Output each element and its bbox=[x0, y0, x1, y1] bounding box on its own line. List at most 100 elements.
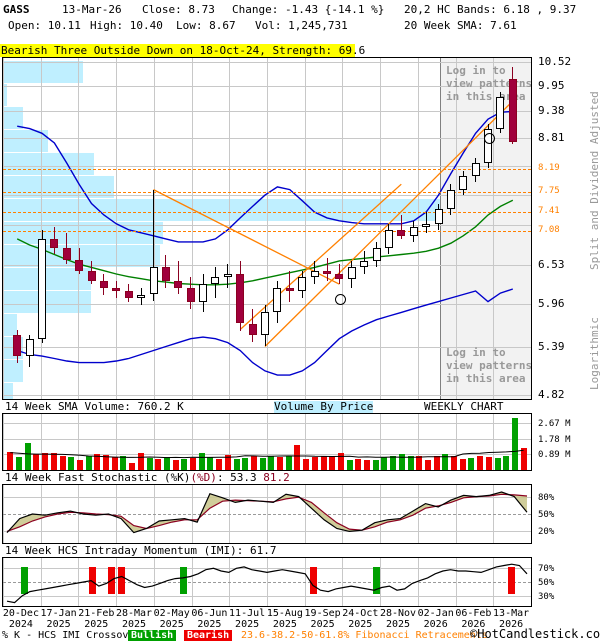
candle-body bbox=[335, 274, 344, 280]
volume-caption: 14 Week SMA Volume: 760.2 K bbox=[5, 400, 184, 413]
price-chart-panel[interactable]: Log in to view patterns in this areaLog … bbox=[2, 57, 532, 400]
stochastic-chart-panel[interactable] bbox=[2, 484, 532, 544]
grid-line-horizontal bbox=[3, 86, 531, 87]
volume-bar bbox=[468, 457, 475, 470]
ticker-symbol: GASS bbox=[3, 3, 30, 16]
volume-bar bbox=[416, 456, 423, 470]
low-value: Low: 8.67 bbox=[176, 19, 236, 32]
volume-bar bbox=[294, 444, 301, 470]
date-axis-tick: 24-Oct 2025 bbox=[338, 608, 382, 630]
candle-wick bbox=[400, 215, 402, 239]
volume-bar bbox=[163, 457, 170, 470]
date-axis-tick: 11-Jul 2025 bbox=[225, 608, 269, 630]
date-axis-day: 02-Jan bbox=[417, 608, 454, 619]
volume-by-price-bar bbox=[3, 314, 17, 336]
price-axis-tick: 5.96 bbox=[538, 297, 565, 310]
date-axis-day: 20-Dec bbox=[2, 608, 39, 619]
candle-body bbox=[323, 270, 331, 274]
date-axis-year: 2026 bbox=[423, 619, 448, 630]
volume-bar bbox=[494, 458, 501, 470]
volume-bar bbox=[33, 453, 40, 470]
candle-body bbox=[273, 287, 282, 313]
candle-body bbox=[422, 223, 431, 227]
grid-line-horizontal bbox=[3, 395, 531, 396]
date-axis-year: 2026 bbox=[499, 619, 524, 630]
candle-body bbox=[459, 176, 468, 190]
candle-body bbox=[149, 267, 158, 295]
volume-chart-panel[interactable] bbox=[2, 413, 532, 471]
bullish-chip: Bullish bbox=[128, 630, 177, 641]
volume-bar bbox=[242, 457, 249, 470]
candle-body bbox=[261, 312, 269, 335]
candle-body bbox=[99, 280, 108, 288]
date-axis-year: 2025 bbox=[272, 619, 297, 630]
candle-body bbox=[471, 163, 480, 177]
candle-body bbox=[211, 277, 220, 285]
grid-line-horizontal bbox=[3, 531, 531, 532]
volume-bar bbox=[207, 457, 214, 470]
imi-bearish-marker bbox=[310, 566, 318, 595]
volume-bar bbox=[120, 456, 127, 470]
date-axis-year: 2025 bbox=[159, 619, 184, 630]
volume-bar bbox=[364, 459, 371, 470]
date-axis-tick: 06-Jun 2025 bbox=[187, 608, 231, 630]
date-axis-year: 2025 bbox=[46, 619, 71, 630]
date-axis-day: 28-Mar bbox=[115, 608, 153, 619]
price-axis-tick: 8.81 bbox=[538, 131, 565, 144]
imi-bearish-marker bbox=[108, 566, 116, 595]
date-axis-day: 02-May bbox=[153, 608, 190, 619]
imi-bullish-marker bbox=[21, 566, 29, 595]
fibonacci-axis-tick: 7.08 bbox=[538, 225, 560, 235]
grid-line-vertical bbox=[78, 414, 79, 470]
volume-bar bbox=[390, 456, 397, 470]
date-axis-day: 28-Nov bbox=[379, 608, 417, 619]
candle-body bbox=[298, 277, 307, 292]
grid-line-horizontal bbox=[3, 568, 531, 569]
fibonacci-axis-tick: 7.41 bbox=[538, 206, 560, 216]
volume-bar bbox=[59, 456, 66, 470]
date-axis-year: 2025 bbox=[385, 619, 411, 630]
copyright-label: ©HotCandlestick.com bbox=[470, 627, 600, 641]
imi-bearish-marker bbox=[88, 566, 96, 595]
pattern-marker-circle bbox=[334, 293, 346, 305]
grid-line-vertical bbox=[154, 414, 155, 470]
stochastic-caption-k: 14 Week Fast Stochastic (%K) bbox=[5, 471, 191, 484]
grid-line-vertical bbox=[229, 414, 230, 470]
fibonacci-level-line bbox=[3, 169, 531, 170]
volume-bar bbox=[50, 453, 57, 470]
grid-line-vertical bbox=[493, 414, 494, 470]
volume-bar bbox=[76, 459, 83, 470]
volume-bar bbox=[520, 448, 527, 470]
volume-bar bbox=[268, 456, 275, 470]
candle-body bbox=[50, 238, 59, 249]
candle-body bbox=[484, 128, 492, 164]
fibonacci-legend: 23.6-38.2-50-61.8% Fibonacci Retracement… bbox=[241, 630, 488, 641]
candle-body bbox=[446, 189, 455, 210]
candle-body bbox=[360, 260, 369, 268]
date-axis-year: 2025 bbox=[348, 619, 373, 630]
imi-chart-panel[interactable] bbox=[2, 557, 532, 607]
pattern-banner: Bearish Three Outside Down on 18-Oct-24,… bbox=[0, 44, 365, 57]
volume-bar bbox=[42, 453, 49, 470]
grid-line-vertical bbox=[418, 414, 419, 470]
date-axis-tick: 02-Jan 2026 bbox=[414, 608, 458, 630]
volume-bar bbox=[285, 456, 292, 470]
volume-bar bbox=[477, 456, 484, 470]
date-axis-year: 2025 bbox=[235, 619, 260, 630]
volume-bar bbox=[320, 456, 327, 470]
volume-bar bbox=[503, 456, 510, 470]
grid-line-vertical bbox=[41, 414, 42, 470]
grid-line-vertical bbox=[342, 414, 343, 470]
imi-axis-tick: 50% bbox=[538, 578, 555, 588]
candle-body bbox=[310, 270, 319, 278]
candle-body bbox=[508, 79, 517, 142]
grid-line-horizontal bbox=[3, 497, 531, 498]
candle-body bbox=[186, 287, 195, 302]
date-axis-year: 2025 bbox=[310, 619, 335, 630]
date-axis-tick: 17-Jan 2025 bbox=[37, 608, 81, 630]
candle-body bbox=[38, 238, 46, 339]
volume-bar bbox=[337, 453, 344, 470]
date-axis-year: 2025 bbox=[197, 619, 222, 630]
price-axis-tick: 5.39 bbox=[538, 340, 565, 353]
candle-wick bbox=[177, 260, 179, 295]
